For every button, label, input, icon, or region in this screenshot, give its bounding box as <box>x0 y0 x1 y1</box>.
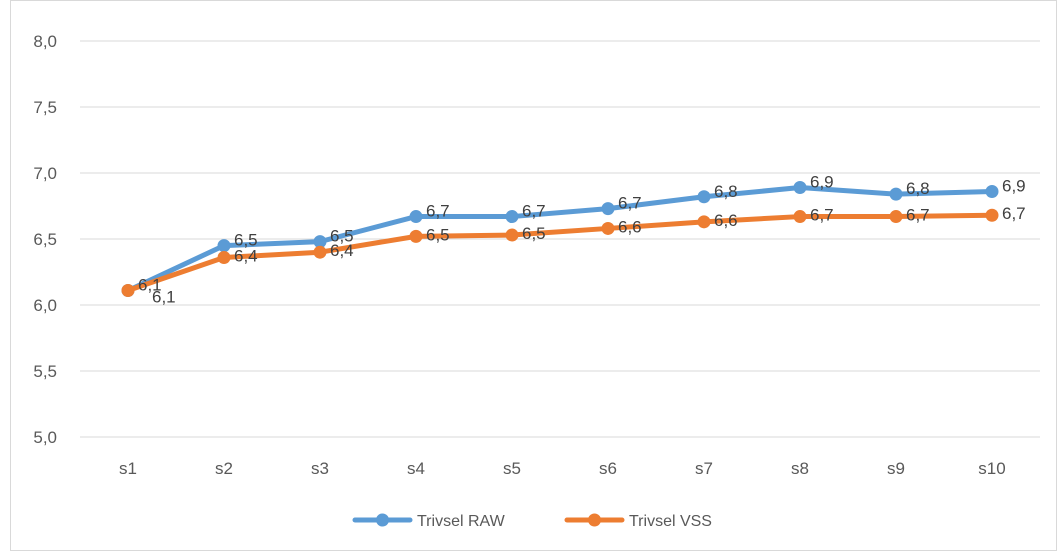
y-tick-label: 8,0 <box>33 32 57 51</box>
y-tick-label: 6,5 <box>33 230 57 249</box>
data-point <box>313 235 327 249</box>
x-tick-label: s5 <box>503 459 521 478</box>
y-tick-label: 5,5 <box>33 362 57 381</box>
data-label: 6,7 <box>618 194 642 213</box>
data-point <box>985 208 999 222</box>
data-point <box>601 202 615 216</box>
data-point <box>505 210 519 224</box>
data-point <box>217 239 231 253</box>
data-point <box>601 221 615 235</box>
data-point <box>217 250 231 264</box>
series-lines <box>121 181 999 297</box>
x-tick-label: s3 <box>311 459 329 478</box>
legend-marker <box>588 513 601 527</box>
y-tick-label: 6,0 <box>33 296 57 315</box>
legend: Trivsel RAW Trivsel VSS <box>352 513 712 530</box>
data-labels: 6,16,5 6,56,7 6,7 6,76,8 6,9 6,8 6,96,4 6,46,5 6… <box>138 173 1026 307</box>
y-axis: 5,0 5,5 6,0 6,5 7,0 7,5 8,0 <box>33 32 57 447</box>
data-label: 6,6 <box>618 217 642 236</box>
x-tick-label: s1 <box>119 459 137 478</box>
data-label: 6,7 <box>426 202 450 221</box>
legend-marker <box>376 513 389 527</box>
data-point <box>505 228 519 242</box>
data-label: 6,9 <box>1002 176 1026 195</box>
data-label: 6,5 <box>234 231 258 250</box>
data-label: 6,1 <box>138 275 162 294</box>
x-tick-label: s8 <box>791 459 809 478</box>
data-label: 6,8 <box>906 179 930 198</box>
legend-label: Trivsel VSS <box>629 513 712 530</box>
x-tick-label: s9 <box>887 459 905 478</box>
data-label: 6,8 <box>714 182 738 201</box>
x-tick-label: s6 <box>599 459 617 478</box>
data-label: 6,6 <box>714 211 738 230</box>
data-label: 6,5 <box>426 225 450 244</box>
data-point <box>409 210 423 224</box>
data-point <box>121 283 135 297</box>
x-tick-label: s10 <box>978 459 1005 478</box>
y-tick-label: 5,0 <box>33 428 57 447</box>
series-line-2 <box>125 212 995 293</box>
data-point <box>697 215 711 229</box>
data-point <box>793 210 807 224</box>
data-label: 6,4 <box>234 246 258 265</box>
y-tick-label: 7,0 <box>33 164 57 183</box>
x-tick-label: s4 <box>407 459 425 478</box>
data-label: 6,7 <box>1002 204 1026 223</box>
data-label: 6,1 <box>152 287 176 306</box>
data-label: 6,7 <box>522 202 546 221</box>
data-point <box>889 210 903 224</box>
data-label: 6,7 <box>906 206 930 225</box>
x-tick-label: s7 <box>695 459 713 478</box>
x-axis: s1 s2 s3 s4 s5 s6 s7 s8 s9 s10 <box>119 459 1006 478</box>
data-label: 6,5 <box>330 227 354 246</box>
data-point <box>793 181 807 195</box>
data-label: 6,9 <box>810 173 834 192</box>
data-point <box>697 190 711 204</box>
data-label: 6,5 <box>522 224 546 243</box>
data-label: 6,7 <box>810 206 834 225</box>
legend-label: Trivsel RAW <box>417 513 506 530</box>
x-tick-label: s2 <box>215 459 233 478</box>
data-point <box>985 184 999 198</box>
data-point <box>313 245 327 259</box>
data-point <box>409 229 423 243</box>
y-tick-label: 7,5 <box>33 98 57 117</box>
series-line-1 <box>125 185 995 293</box>
data-point <box>889 187 903 201</box>
data-label: 6,4 <box>330 241 354 260</box>
chart-border <box>10 0 1057 551</box>
gridlines <box>80 40 1040 438</box>
